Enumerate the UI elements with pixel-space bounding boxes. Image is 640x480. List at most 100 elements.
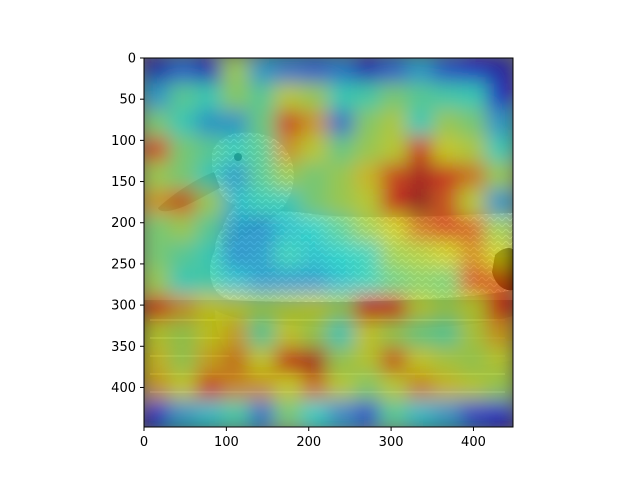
heat-cell — [380, 346, 409, 376]
heat-cell — [432, 109, 462, 139]
heat-cell — [169, 58, 198, 86]
heat-cell — [380, 58, 409, 86]
heat-cell — [301, 373, 330, 402]
x-axis: 0 100 200 300 400 — [140, 427, 486, 450]
heat-cell — [485, 399, 513, 427]
heat-cell — [432, 320, 462, 349]
heat-cell — [195, 267, 225, 297]
heat-cell — [195, 399, 225, 427]
heat-cell — [144, 241, 172, 270]
heat-cell — [459, 109, 488, 139]
heat-cell — [353, 215, 383, 244]
heat-cell — [195, 109, 225, 139]
heat-cell — [327, 267, 356, 297]
heat-cell — [222, 241, 251, 270]
heat-cell — [459, 83, 488, 112]
heat-cell — [432, 58, 462, 86]
heat-cell — [485, 241, 513, 270]
heat-cell — [459, 399, 488, 427]
x-tick-label: 200 — [296, 435, 321, 450]
heat-cell — [406, 346, 435, 376]
heat-cell — [485, 215, 513, 244]
heat-cell — [222, 373, 251, 402]
heat-cell — [432, 188, 462, 218]
heat-cell — [169, 136, 198, 165]
heat-cell — [144, 83, 172, 112]
heat-cell — [380, 399, 409, 427]
heat-cell — [380, 241, 409, 270]
heat-cell — [327, 320, 356, 349]
heat-cell — [485, 109, 513, 139]
heat-cell — [169, 83, 198, 112]
heat-cell — [222, 320, 251, 349]
heatmap-overlay — [144, 58, 513, 427]
heat-cell — [353, 188, 383, 218]
heat-cell — [459, 136, 488, 165]
heat-cell — [485, 373, 513, 402]
heat-cell — [327, 136, 356, 165]
heat-cell — [432, 136, 462, 165]
heat-cell — [248, 136, 277, 165]
y-tick-label: 300 — [111, 299, 136, 314]
heat-cell — [459, 320, 488, 349]
y-tick-label: 200 — [111, 216, 136, 231]
heat-cell — [274, 294, 304, 323]
heat-cell — [248, 58, 277, 86]
heat-cell — [406, 294, 435, 323]
heat-cell — [406, 162, 435, 191]
x-tick-label: 100 — [214, 435, 239, 450]
heat-cell — [144, 294, 172, 323]
heat-cell — [274, 136, 304, 165]
heat-cell — [274, 346, 304, 376]
heat-cell — [144, 162, 172, 191]
heat-cell — [485, 136, 513, 165]
heat-cell — [380, 83, 409, 112]
y-tick-label: 350 — [111, 340, 136, 355]
heat-cell — [406, 58, 435, 86]
heat-cell — [380, 320, 409, 349]
heat-cell — [195, 294, 225, 323]
heat-cell — [222, 109, 251, 139]
heat-cell — [301, 346, 330, 376]
heat-cell — [432, 162, 462, 191]
heat-cell — [169, 267, 198, 297]
heat-cell — [301, 162, 330, 191]
heat-cell — [380, 267, 409, 297]
heat-cell — [222, 83, 251, 112]
heat-cell — [301, 320, 330, 349]
heat-cell — [459, 373, 488, 402]
y-tick-label: 100 — [111, 134, 136, 149]
heat-cell — [144, 267, 172, 297]
heat-cell — [301, 399, 330, 427]
heat-cell — [432, 83, 462, 112]
heat-cell — [274, 188, 304, 218]
heat-cell — [406, 136, 435, 165]
heat-cell — [301, 109, 330, 139]
heat-cell — [248, 83, 277, 112]
heat-cell — [274, 109, 304, 139]
heat-cell — [248, 109, 277, 139]
heat-cell — [248, 399, 277, 427]
y-tick-label: 0 — [128, 52, 136, 67]
heat-cell — [459, 188, 488, 218]
heat-cell — [195, 188, 225, 218]
heat-cell — [195, 162, 225, 191]
heat-cell — [169, 162, 198, 191]
x-tick-label: 300 — [379, 435, 404, 450]
heat-cell — [301, 136, 330, 165]
heat-cell — [274, 241, 304, 270]
heat-cell — [144, 373, 172, 402]
heat-cell — [222, 162, 251, 191]
heat-cell — [169, 399, 198, 427]
heat-cell — [144, 109, 172, 139]
plot-frame — [143, 57, 514, 428]
heat-cell — [380, 215, 409, 244]
heat-cell — [485, 294, 513, 323]
heat-cell — [169, 241, 198, 270]
heat-cell — [327, 58, 356, 86]
heat-cell — [169, 109, 198, 139]
heat-cell — [248, 373, 277, 402]
heat-cell — [222, 188, 251, 218]
heat-cell — [380, 294, 409, 323]
heat-cell — [380, 162, 409, 191]
